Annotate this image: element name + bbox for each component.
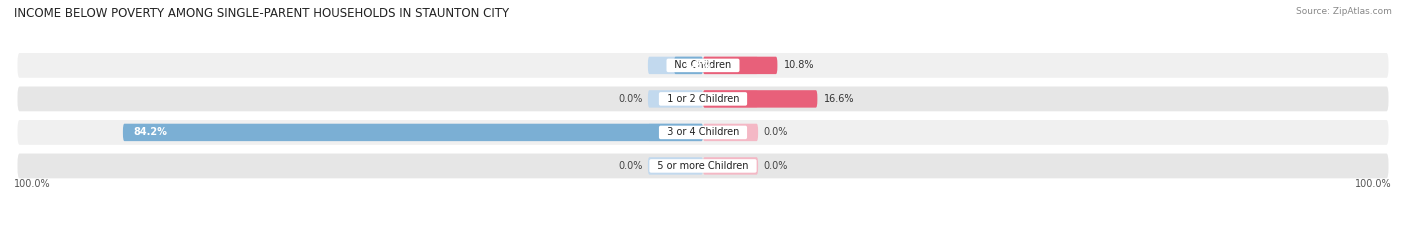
FancyBboxPatch shape	[703, 157, 758, 175]
FancyBboxPatch shape	[122, 124, 703, 141]
Text: 16.6%: 16.6%	[824, 94, 855, 104]
Text: 1 or 2 Children: 1 or 2 Children	[661, 94, 745, 104]
FancyBboxPatch shape	[17, 154, 1389, 178]
Text: 0.0%: 0.0%	[763, 161, 787, 171]
Text: 10.8%: 10.8%	[785, 60, 815, 70]
FancyBboxPatch shape	[648, 57, 703, 74]
Text: 3 or 4 Children: 3 or 4 Children	[661, 127, 745, 137]
FancyBboxPatch shape	[703, 90, 817, 108]
Text: 100.0%: 100.0%	[1355, 179, 1392, 189]
Text: 5 or more Children: 5 or more Children	[651, 161, 755, 171]
FancyBboxPatch shape	[17, 86, 1389, 111]
Legend: Single Father, Single Mother: Single Father, Single Mother	[0, 231, 105, 233]
Text: Source: ZipAtlas.com: Source: ZipAtlas.com	[1296, 7, 1392, 16]
FancyBboxPatch shape	[703, 90, 758, 108]
FancyBboxPatch shape	[703, 57, 758, 74]
Text: 100.0%: 100.0%	[14, 179, 51, 189]
FancyBboxPatch shape	[648, 90, 703, 108]
Text: 0.0%: 0.0%	[763, 127, 787, 137]
Text: 84.2%: 84.2%	[134, 127, 167, 137]
Text: 0.0%: 0.0%	[619, 94, 643, 104]
Text: 4.2%: 4.2%	[685, 60, 711, 70]
FancyBboxPatch shape	[17, 53, 1389, 78]
Text: No Children: No Children	[668, 60, 738, 70]
Text: INCOME BELOW POVERTY AMONG SINGLE-PARENT HOUSEHOLDS IN STAUNTON CITY: INCOME BELOW POVERTY AMONG SINGLE-PARENT…	[14, 7, 509, 20]
FancyBboxPatch shape	[673, 57, 703, 74]
FancyBboxPatch shape	[703, 124, 758, 141]
FancyBboxPatch shape	[703, 57, 778, 74]
FancyBboxPatch shape	[648, 124, 703, 141]
FancyBboxPatch shape	[648, 157, 703, 175]
Text: 0.0%: 0.0%	[619, 161, 643, 171]
FancyBboxPatch shape	[17, 120, 1389, 145]
